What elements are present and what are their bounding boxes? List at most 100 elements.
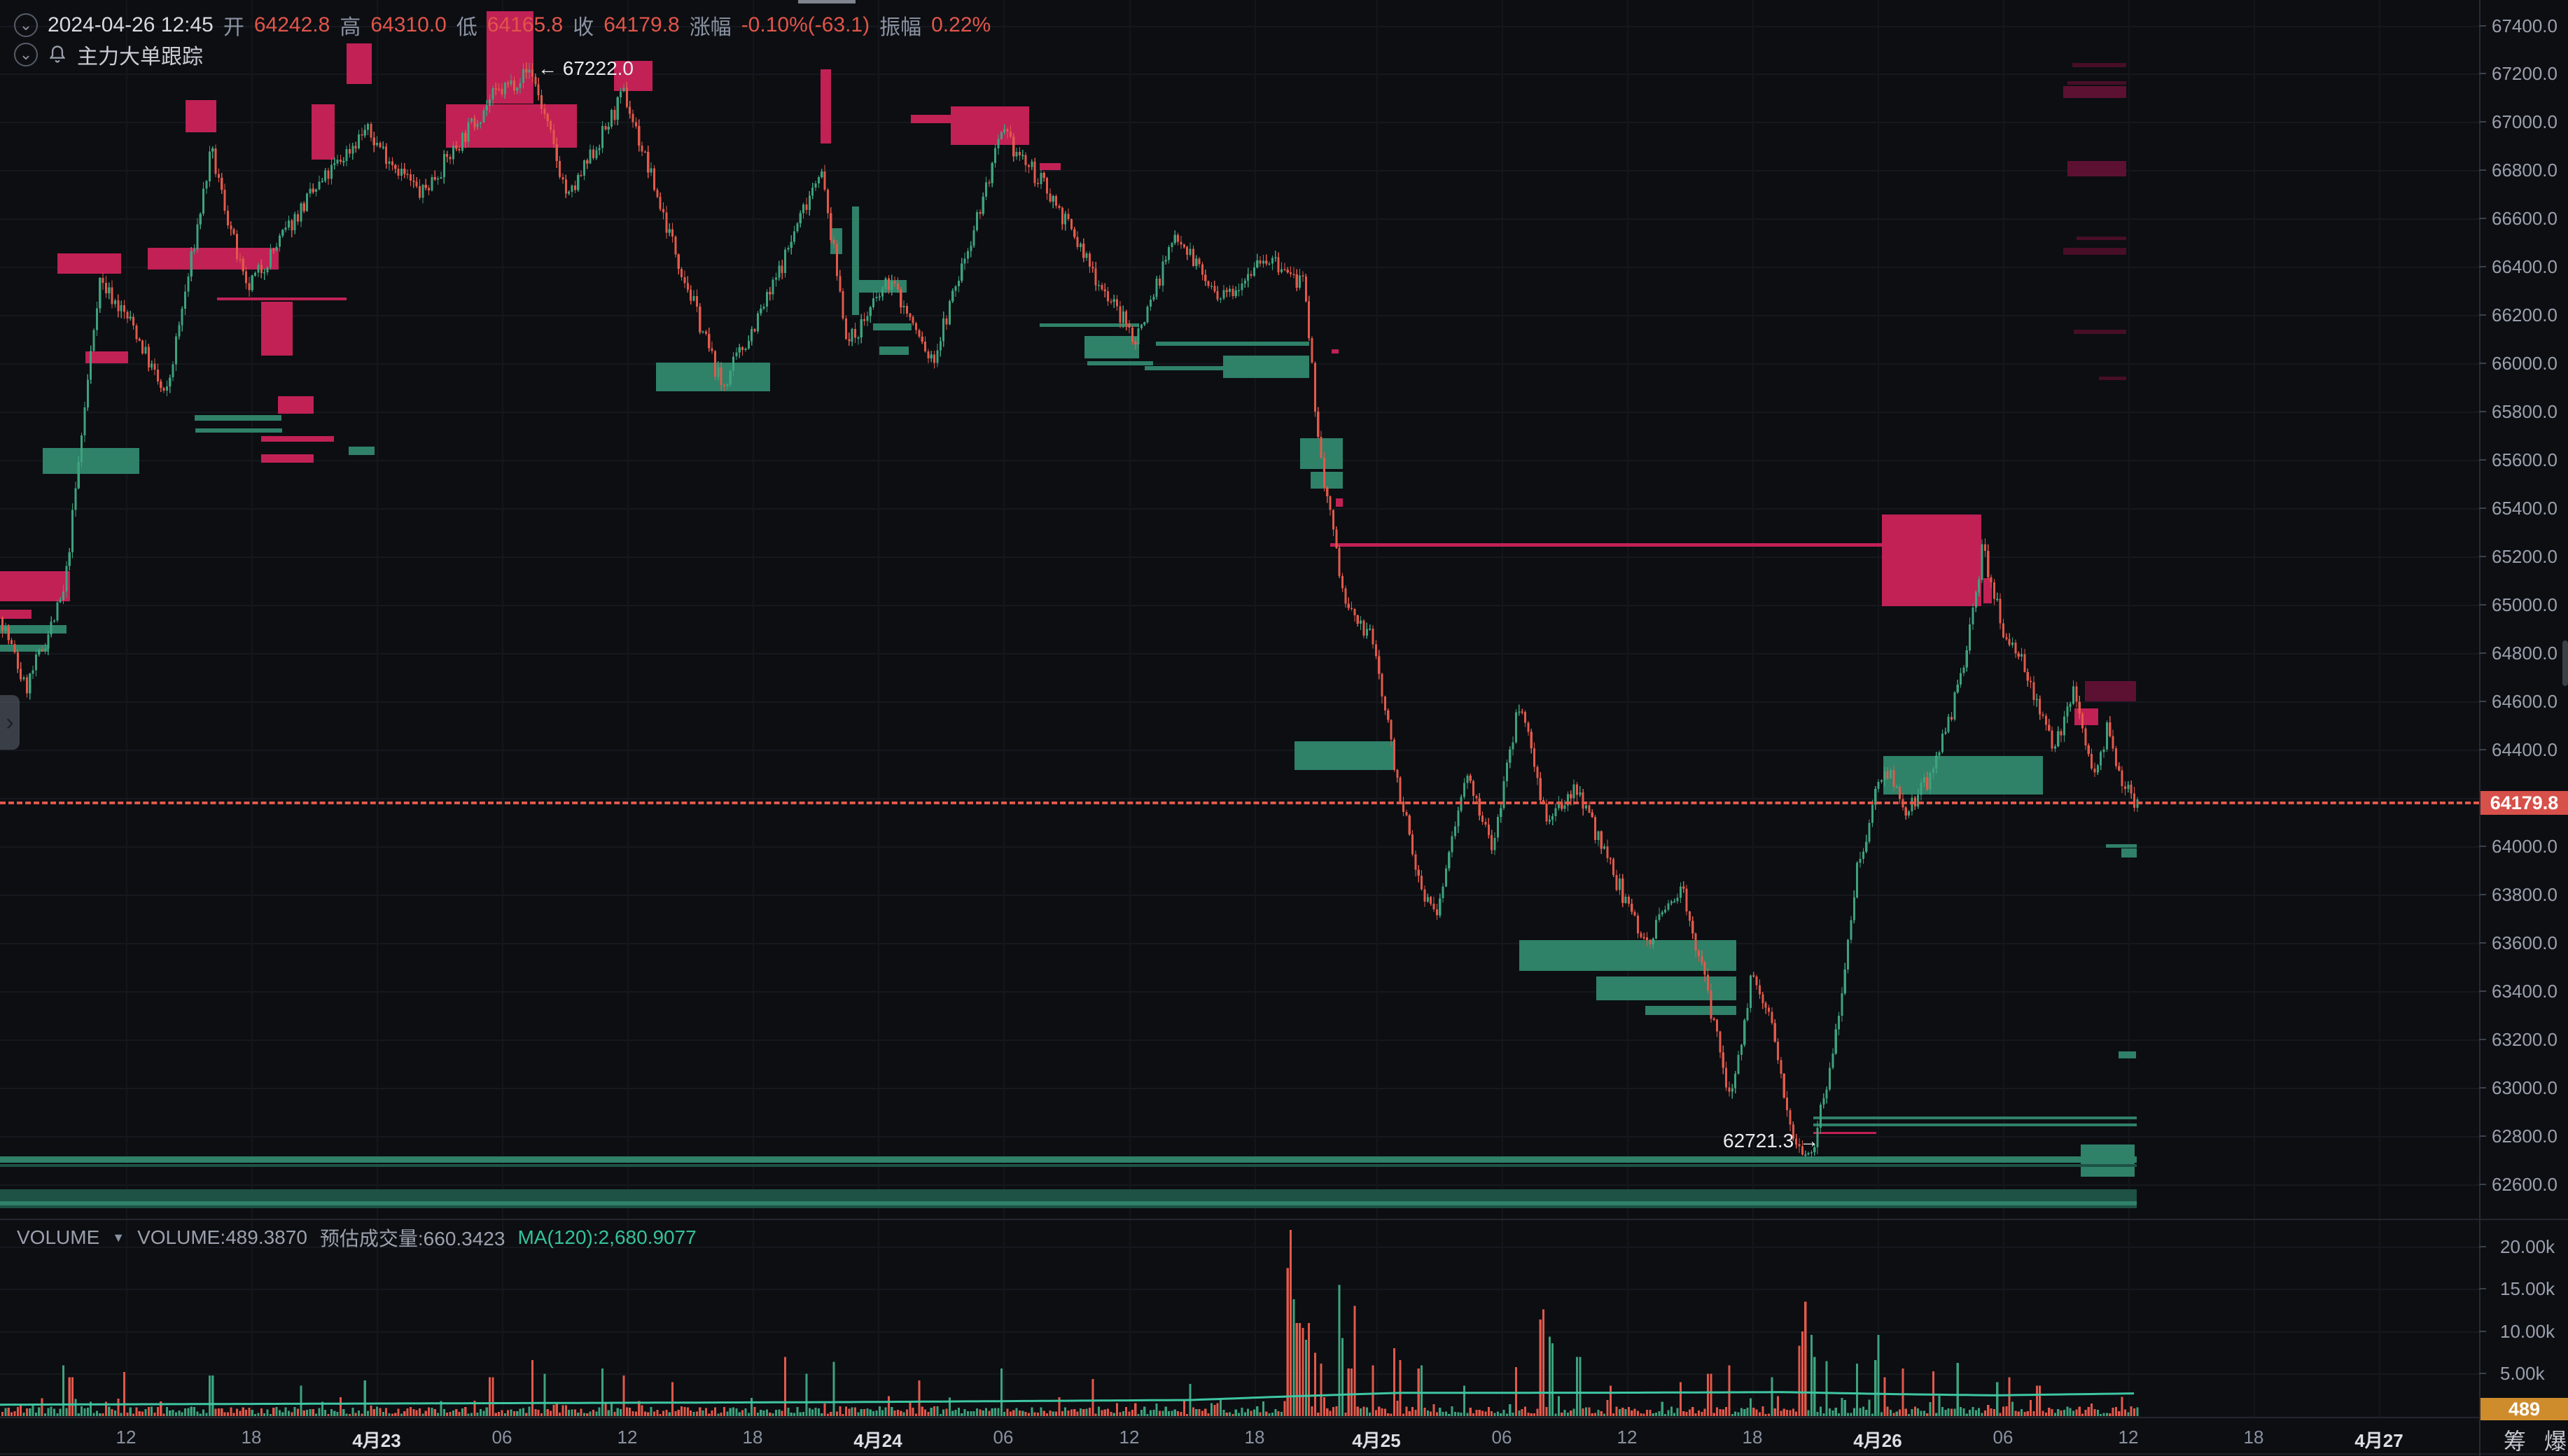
big-order-block [2099,377,2126,380]
big-order-block [1813,1116,2137,1119]
axis-scrollbar-thumb[interactable] [2562,640,2568,686]
time-tick-label: 12 [1617,1427,1638,1448]
price-tick-label: 65200.0 [2492,546,2557,567]
price-tick [2479,459,2486,461]
big-order-block [911,115,951,123]
price-axis[interactable]: 67400.0 67200.0 67000.0 66800.0 66600.0 66400… [2479,0,2568,1417]
burst-button[interactable]: 爆 [2544,1429,2567,1454]
price-tick [2479,169,2486,171]
big-order-block [0,1156,2137,1163]
chevron-down-icon[interactable]: ▼ [112,1230,125,1245]
price-tick [2479,121,2486,122]
time-tick-label: 4月24 [853,1430,902,1451]
big-order-block [2067,161,2126,176]
time-tick-label: 18 [1742,1427,1763,1448]
open-label: 开 [223,16,244,39]
big-order-block [2067,81,2126,85]
big-order-block [195,428,282,433]
time-axis[interactable]: 12 18 4月23 06 12 18 4月24 06 12 18 4月25 06 12 18 4月26 06… [0,1417,2479,1453]
chevron-down-circle-icon[interactable]: ⌄ [14,13,38,37]
volume-pane[interactable] [0,1219,2479,1417]
time-tick-label: 12 [1119,1427,1140,1448]
big-order-block [879,346,909,355]
time-tick-label: 06 [993,1427,1014,1448]
big-order-block [853,280,907,293]
volume-estimate: 预估成交量:660.3423 [319,1228,505,1250]
big-order-block [1883,756,2043,794]
price-tick-label: 67200.0 [2492,63,2557,84]
pane-separator[interactable] [0,1219,2568,1220]
volume-tick [2479,1288,2486,1289]
price-tick-label: 66400.0 [2492,256,2557,277]
big-order-block [1040,163,1061,170]
big-order-block [1813,1132,1876,1134]
big-order-block [2074,330,2126,334]
price-pane[interactable] [0,0,2479,1219]
ohlc-header: ⌄ 2024-04-26 12:45 开 64242.8 高 64310.0 低… [14,10,991,41]
panel-collapse-tab[interactable]: › [0,695,20,750]
big-order-block [0,610,32,619]
high-value: 64310.0 [370,13,447,36]
close-label: 收 [573,16,594,39]
big-order-block [148,248,279,270]
volume-tick-label: 10.00k [2500,1321,2555,1342]
big-order-block [261,436,334,442]
price-tick-label: 63200.0 [2492,1029,2557,1050]
volume-tick [2479,1246,2486,1247]
big-order-block [57,253,121,274]
big-order-block [2063,248,2126,255]
volume-tick-label: 20.00k [2500,1236,2555,1257]
price-tick-label: 63800.0 [2492,884,2557,905]
big-order-block [0,1201,2137,1205]
big-order-block [1156,342,1309,346]
big-order-block [1084,336,1139,358]
price-tick-label: 65400.0 [2492,498,2557,519]
big-order-block [873,323,912,330]
big-order-block [1519,940,1736,971]
big-order-block [2085,681,2136,701]
amplitude-value: 0.22% [931,13,991,36]
amplitude-label: 振幅 [879,16,922,39]
big-order-block [261,302,293,356]
big-order-block [1332,349,1339,354]
axis-tools: 筹 爆 [2504,1424,2567,1456]
volume-title[interactable]: VOLUME [17,1226,100,1248]
time-tick-label: 4月26 [1853,1430,1902,1451]
time-tick-label: 18 [241,1427,262,1448]
chevron-down-circle-icon[interactable]: ⌄ [14,43,38,66]
indicator-name[interactable]: 主力大单跟踪 [77,46,203,69]
price-tick-label: 64000.0 [2492,836,2557,857]
price-tick-label: 63600.0 [2492,932,2557,953]
big-order-block [186,100,216,132]
big-order-block [2074,708,2098,725]
price-tick [2479,507,2486,509]
time-tick-label: 12 [617,1427,638,1448]
price-tick-label: 64400.0 [2492,739,2557,760]
price-tick [2479,1184,2486,1185]
volume-ma-line [0,1391,2135,1406]
price-tick [2479,266,2486,267]
chips-button[interactable]: 筹 [2504,1429,2527,1454]
big-order-block [2077,237,2126,240]
volume-tick-mark [2482,1408,2493,1410]
time-axis-separator [0,1417,2568,1418]
big-order-block [830,228,842,254]
last-price-badge: 64179.8 [2480,791,2568,815]
big-order-block [1330,543,1883,547]
price-tick [2479,363,2486,364]
candlestick-layer [1,62,2139,1158]
price-tick [2479,846,2486,847]
big-order-block [1882,514,1981,606]
datetime-label: 2024-04-26 12:45 [48,13,214,36]
big-order-block [821,69,831,144]
price-tick-label: 65000.0 [2492,594,2557,615]
price-tick-label: 65600.0 [2492,449,2557,470]
time-tick-label: 18 [1244,1427,1265,1448]
price-tick-label: 66200.0 [2492,304,2557,326]
big-order-block [614,61,653,91]
big-order-block [852,206,859,315]
price-tick-label: 67000.0 [2492,111,2557,132]
price-tick-label: 65800.0 [2492,401,2557,422]
bell-icon[interactable] [48,44,67,65]
